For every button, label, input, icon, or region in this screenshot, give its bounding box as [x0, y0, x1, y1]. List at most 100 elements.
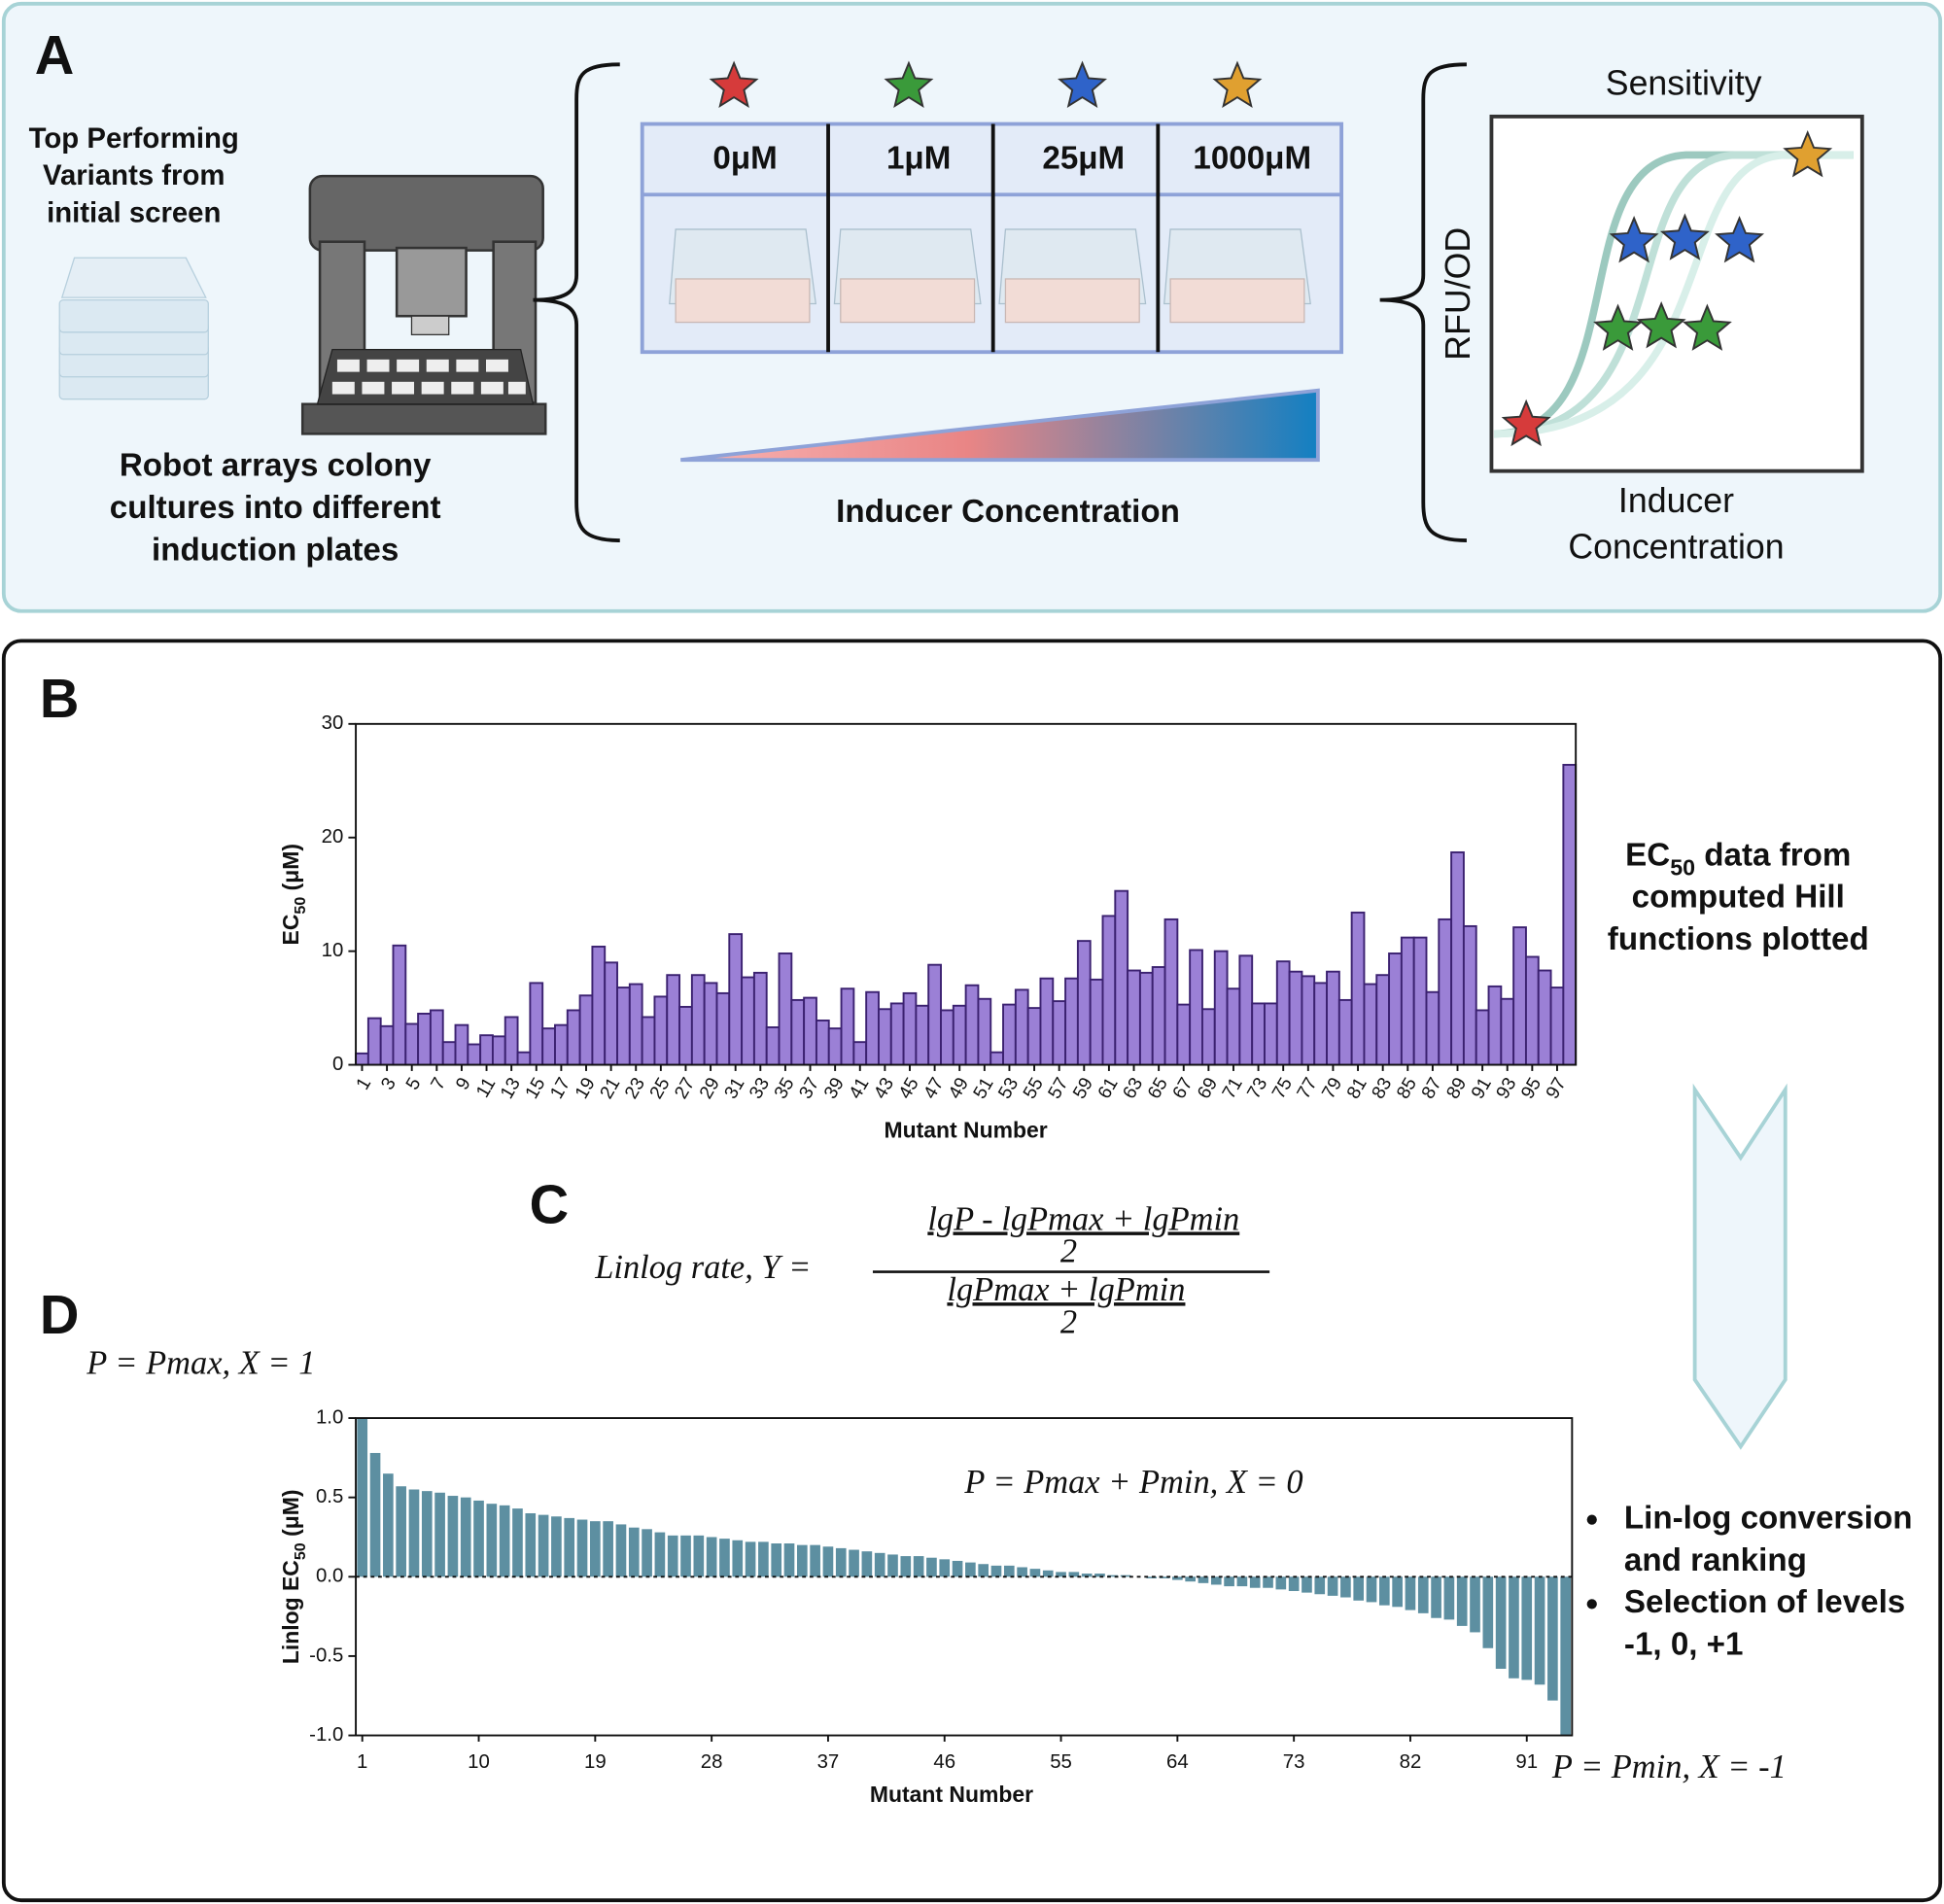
side-text-part: 50: [1670, 854, 1695, 880]
bar: [889, 1002, 905, 1066]
x-axis-label: Mutant Number: [870, 1782, 1033, 1807]
bar: [964, 984, 980, 1066]
bar: [1443, 1576, 1455, 1620]
bar: [1340, 1576, 1351, 1598]
note: P = Pmin, X = -1: [1551, 1748, 1787, 1785]
stars: [709, 60, 1833, 447]
bar: [404, 1022, 420, 1066]
bar: [728, 933, 744, 1066]
side-text: computed Hill: [1632, 879, 1845, 915]
gradient-label: Inducer Concentration: [836, 494, 1180, 530]
bar: [616, 987, 631, 1066]
bar: [667, 1535, 678, 1577]
bar: [516, 1051, 532, 1066]
bar: [1264, 1002, 1278, 1066]
y-tick-label: 20: [322, 826, 344, 848]
bar: [1017, 1567, 1027, 1577]
plot-xlabel: Concentration: [1568, 527, 1784, 566]
x-tick-label: 91: [1515, 1751, 1538, 1773]
bar: [576, 1519, 588, 1577]
bar: [499, 1505, 510, 1577]
bar: [1275, 1576, 1287, 1590]
bar: [1495, 1576, 1507, 1669]
bar: [1159, 1576, 1170, 1578]
star: [1501, 398, 1551, 447]
bar: [396, 1486, 406, 1577]
bar: [1509, 1576, 1519, 1679]
bar: [1500, 997, 1515, 1066]
star: [1682, 303, 1732, 351]
bar: [1549, 987, 1565, 1066]
bar: [678, 1005, 693, 1066]
brace: [1379, 62, 1467, 542]
star: [1636, 300, 1686, 349]
bar: [741, 976, 755, 1066]
bar: [628, 983, 643, 1066]
bar: [913, 1556, 924, 1577]
bar: [1425, 990, 1441, 1066]
bar: [538, 1514, 549, 1577]
concentration-label: 1μM: [886, 140, 951, 176]
bar: [1288, 970, 1303, 1066]
bar: [758, 1541, 769, 1577]
star: [1609, 215, 1659, 263]
x-tick-label: 19: [584, 1751, 607, 1773]
bar: [1275, 960, 1291, 1066]
robot-text: cultures into different: [110, 490, 441, 526]
bar: [1210, 1576, 1222, 1585]
bar: [429, 1009, 444, 1066]
bar: [654, 1532, 666, 1577]
robot-text: induction plates: [152, 532, 399, 568]
bar: [1301, 975, 1316, 1066]
bar: [578, 994, 594, 1066]
variants-text: initial screen: [47, 196, 221, 228]
bar: [1003, 1565, 1015, 1577]
bar: [1249, 1576, 1261, 1588]
bar: [529, 982, 544, 1066]
bar: [1068, 1572, 1080, 1577]
plot-xlabel: Inducer: [1618, 481, 1734, 520]
concentration-label: 25μM: [1042, 140, 1125, 176]
bar: [690, 974, 706, 1066]
bar: [878, 1008, 892, 1066]
bar: [1512, 926, 1527, 1066]
bar: [1470, 1576, 1480, 1633]
bar: [852, 1041, 868, 1066]
bar: [778, 952, 793, 1066]
bar: [1052, 1000, 1067, 1066]
y-axis-label-part: 50: [292, 897, 309, 915]
plot-title: Sensitivity: [1606, 63, 1762, 102]
robot: [300, 174, 547, 435]
bar: [486, 1504, 498, 1577]
bar: [1327, 1576, 1338, 1596]
x-tick-label: 55: [1050, 1751, 1072, 1773]
bar: [900, 1556, 912, 1577]
x-tick-label: 73: [1283, 1751, 1305, 1773]
bar: [653, 995, 669, 1066]
star: [884, 60, 934, 108]
bar: [460, 1497, 471, 1577]
bar: [1288, 1576, 1300, 1591]
note: P = Pmax, X = 1: [86, 1344, 315, 1381]
bar: [366, 1017, 382, 1066]
bar: [822, 1546, 834, 1577]
bar: [1101, 915, 1117, 1066]
star: [1212, 60, 1263, 108]
y-tick-label: -0.5: [309, 1644, 343, 1666]
plate-table: [640, 121, 1344, 355]
note: P = Pmax + Pmin, X = 0: [963, 1464, 1302, 1501]
bar: [1076, 940, 1092, 1066]
bar: [1302, 1576, 1312, 1593]
side-text: EC50 data from: [1625, 837, 1851, 880]
bar: [719, 1539, 730, 1577]
y-tick-label: 0.0: [316, 1566, 343, 1587]
bar: [641, 1016, 656, 1066]
bar: [1534, 1576, 1545, 1685]
bar: [1201, 1008, 1216, 1066]
bar: [815, 1020, 830, 1066]
bar: [771, 1543, 782, 1577]
bar: [541, 1027, 556, 1066]
bar: [1475, 1009, 1490, 1066]
bar: [783, 1543, 795, 1577]
bar: [1326, 970, 1340, 1066]
